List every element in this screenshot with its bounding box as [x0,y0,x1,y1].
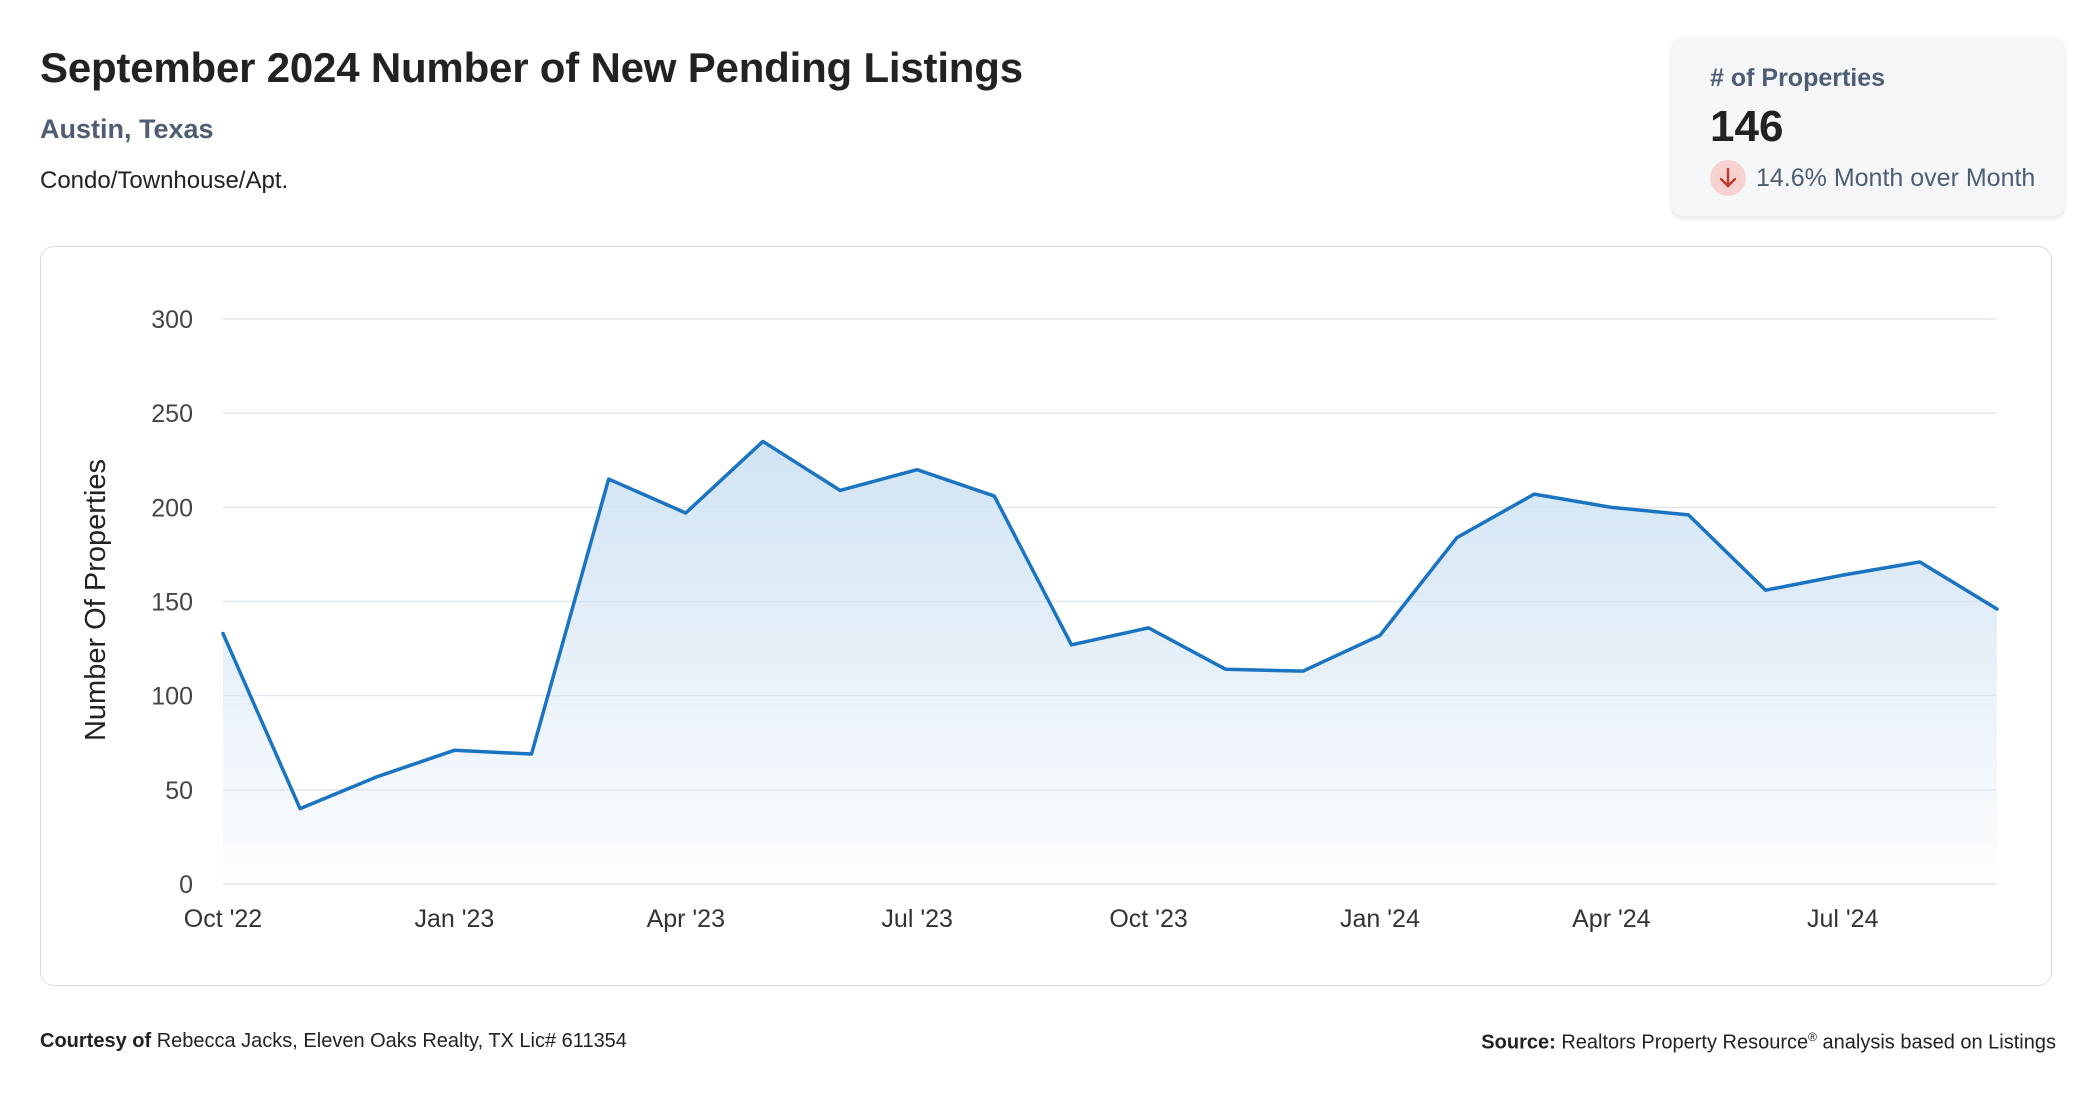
y-axis-label: Number Of Properties [80,459,112,741]
courtesy-text: Rebecca Jacks, Eleven Oaks Realty, TX Li… [156,1030,627,1052]
area-fill [223,441,1997,884]
location-label: Austin, Texas [40,114,214,144]
footer-courtesy: Courtesy of Rebecca Jacks, Eleven Oaks R… [40,1030,627,1053]
series-line [221,439,1999,811]
x-tick-label: Oct '22 [184,905,262,933]
x-tick-label: Jul '24 [1807,905,1879,933]
y-tick-label: 0 [179,871,193,899]
y-tick-label: 300 [151,306,193,334]
y-tick-label: 250 [151,400,193,428]
header: September 2024 Number of New Pending Lis… [40,44,1023,195]
y-tick-label: 150 [151,589,193,617]
registered-mark: ® [1808,1030,1817,1044]
source-text: Realtors Property Resource [1561,1031,1809,1054]
line-chart: 0 50 100 150 200 250 300 Oct '22 Jan '23 Apr '23… [80,306,1999,933]
y-tick-label: 200 [151,494,193,522]
y-tick-label: 50 [165,777,193,805]
x-tick-label: Oct '23 [1109,905,1187,933]
courtesy-label: Courtesy of [40,1030,152,1052]
source-text-suffix: analysis based on Listings [1816,1031,2057,1054]
page-title: September 2024 Number of New Pending Lis… [40,44,1023,91]
stat-change-text: 14.6% Month over Month [1756,163,2036,192]
chart-container: 0 50 100 150 200 250 300 Oct '22 Jan '23 Apr '23… [40,246,2052,986]
x-tick-label: Apr '24 [1572,905,1651,933]
footer-source: Source: Realtors Property Resource® anal… [1481,1030,2056,1055]
x-tick-label: Jan '24 [1340,905,1420,933]
arrow-down-icon [1710,160,1746,196]
y-tick-label: 100 [151,683,193,711]
x-tick-label: Apr '23 [647,905,725,933]
stat-label: # of Properties [1710,64,1886,92]
property-type-label: Condo/Townhouse/Apt. [40,167,289,194]
stat-value: 146 [1710,102,1784,151]
x-tick-label: Jan '23 [414,905,494,933]
stat-card: # of Properties 146 14.6% Month over Mon… [1672,38,2064,216]
source-label: Source: [1481,1031,1556,1054]
x-tick-label: Jul '23 [881,905,952,933]
stat-change: 14.6% Month over Month [1710,160,2035,196]
